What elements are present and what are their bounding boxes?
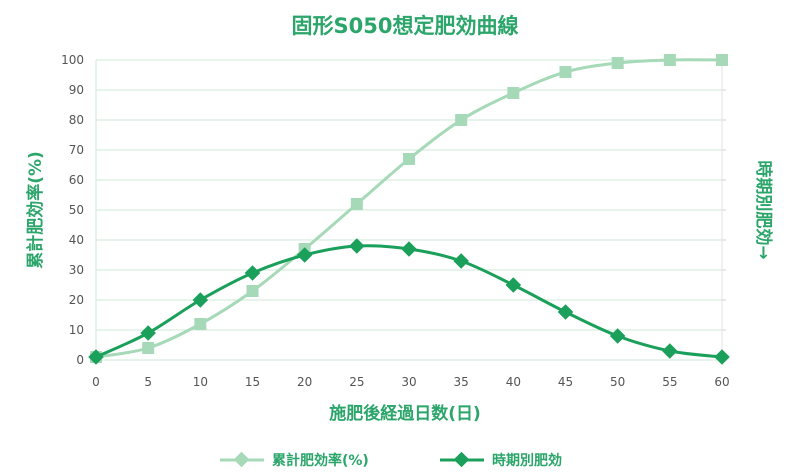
x-tick-label: 50 [610,375,625,389]
data-point-cumulative [246,285,259,297]
data-point-cumulative [559,66,572,78]
series-periodic [88,238,730,365]
legend-marker-periodic [453,451,470,468]
x-tick-label: 45 [558,375,573,389]
data-point-periodic [714,349,730,365]
series-line-periodic [95,244,723,359]
y-tick-label: 0 [76,353,84,367]
y-axis-ticks: 0 10 20 30 40 50 60 70 80 90 100 [61,53,84,367]
legend-label-cumulative: 累計肥効率(%) [272,452,369,469]
y-tick-label: 20 [69,293,84,307]
x-tick-label: 0 [92,375,100,389]
y-tick-label: 70 [69,143,84,157]
data-point-cumulative [350,198,363,210]
y-tick-label: 100 [61,53,84,67]
y-tick-label: 80 [69,113,84,127]
data-point-periodic [505,277,522,293]
legend-item-periodic: 時期別肥効 [440,451,562,469]
x-tick-label: 35 [454,375,469,389]
secondary-y-axis-label: 時期別肥効→ [753,160,774,259]
data-point-cumulative [403,153,415,165]
x-tick-label: 25 [349,375,364,389]
data-point-periodic [557,304,574,320]
data-point-cumulative [455,114,468,126]
data-point-cumulative [194,318,207,330]
x-tick-label: 15 [245,375,260,389]
x-axis-ticks: 0 5 10 15 20 25 30 35 40 45 50 55 60 [92,375,729,389]
data-point-periodic [192,292,209,308]
grid-lines [95,59,726,361]
series-line-cumulative [95,58,723,359]
y-tick-label: 60 [69,173,84,187]
x-tick-label: 60 [714,375,729,389]
series-layer [88,54,730,365]
data-point-cumulative [142,342,155,354]
data-point-cumulative [507,87,520,99]
data-point-periodic [244,265,261,281]
x-tick-label: 30 [401,375,416,389]
legend-item-cumulative: 累計肥効率(%) [220,451,369,469]
data-point-periodic [401,241,417,257]
data-point-periodic [662,343,678,359]
data-point-periodic [140,325,156,341]
data-point-periodic [349,238,365,254]
series-cumulative [90,54,728,363]
chart-title: 固形S050想定肥効曲線 [292,14,519,38]
x-tick-label: 40 [506,375,521,389]
data-point-periodic [609,328,626,344]
y-tick-label: 90 [69,83,84,97]
y-tick-label: 50 [69,203,84,217]
data-point-cumulative [663,54,676,66]
legend-marker-cumulative [233,451,250,468]
legend-label-periodic: 時期別肥効 [492,452,562,469]
y-tick-label: 30 [69,263,84,277]
x-tick-label: 10 [193,375,208,389]
y-axis-label: 累計肥効率(%) [25,151,46,269]
x-tick-label: 55 [662,375,677,389]
x-tick-label: 5 [144,375,152,389]
data-point-cumulative [716,54,728,66]
legend: 累計肥効率(%) 時期別肥効 [220,451,562,469]
x-axis-label: 施肥後経過日数(日) [329,403,481,424]
x-tick-label: 20 [297,375,312,389]
data-point-cumulative [611,57,624,69]
y-tick-label: 40 [69,233,84,247]
data-point-periodic [453,253,469,269]
y-tick-label: 10 [69,323,84,337]
